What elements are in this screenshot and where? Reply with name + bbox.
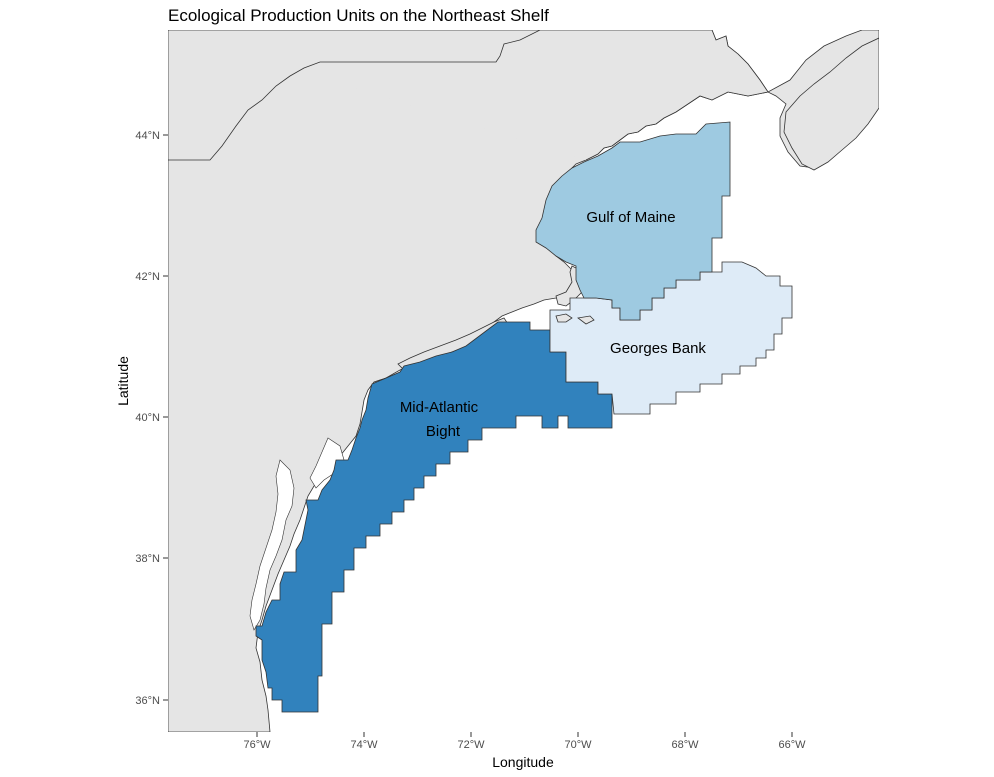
marthas-vineyard — [555, 313, 573, 323]
delaware-bay — [309, 437, 345, 489]
nantucket — [577, 315, 595, 325]
y-axis-ticks — [163, 134, 168, 701]
x-tick-label: 68°W — [671, 739, 699, 751]
y-tick-label: 44°N — [135, 130, 160, 142]
y-tick-label: 38°N — [135, 553, 160, 565]
y-tick-label: 42°N — [135, 271, 160, 283]
us-canada-border — [168, 30, 541, 161]
map-title: Ecological Production Units on the North… — [168, 6, 549, 25]
y-tick-label: 36°N — [135, 695, 160, 707]
georges-bank-label: Georges Bank — [610, 340, 706, 357]
mid-atlantic-bight-label: Bight — [426, 423, 461, 440]
x-axis-title: Longitude — [492, 754, 554, 770]
mid-atlantic-bight-label: Mid-Atlantic — [400, 399, 479, 416]
y-axis-title: Latitude — [115, 356, 131, 406]
x-tick-label: 70°W — [564, 739, 592, 751]
x-tick-label: 76°W — [243, 739, 271, 751]
x-tick-label: 66°W — [778, 739, 806, 751]
x-axis-ticks — [256, 732, 793, 737]
gulf-of-maine-region — [535, 121, 731, 321]
nova-scotia — [783, 37, 879, 171]
canada-region — [168, 30, 879, 169]
x-tick-label: 74°W — [350, 739, 378, 751]
chesapeake-bay — [249, 459, 295, 631]
x-tick-label: 72°W — [457, 739, 485, 751]
gulf-of-maine-label: Gulf of Maine — [586, 209, 675, 226]
y-tick-label: 40°N — [135, 412, 160, 424]
